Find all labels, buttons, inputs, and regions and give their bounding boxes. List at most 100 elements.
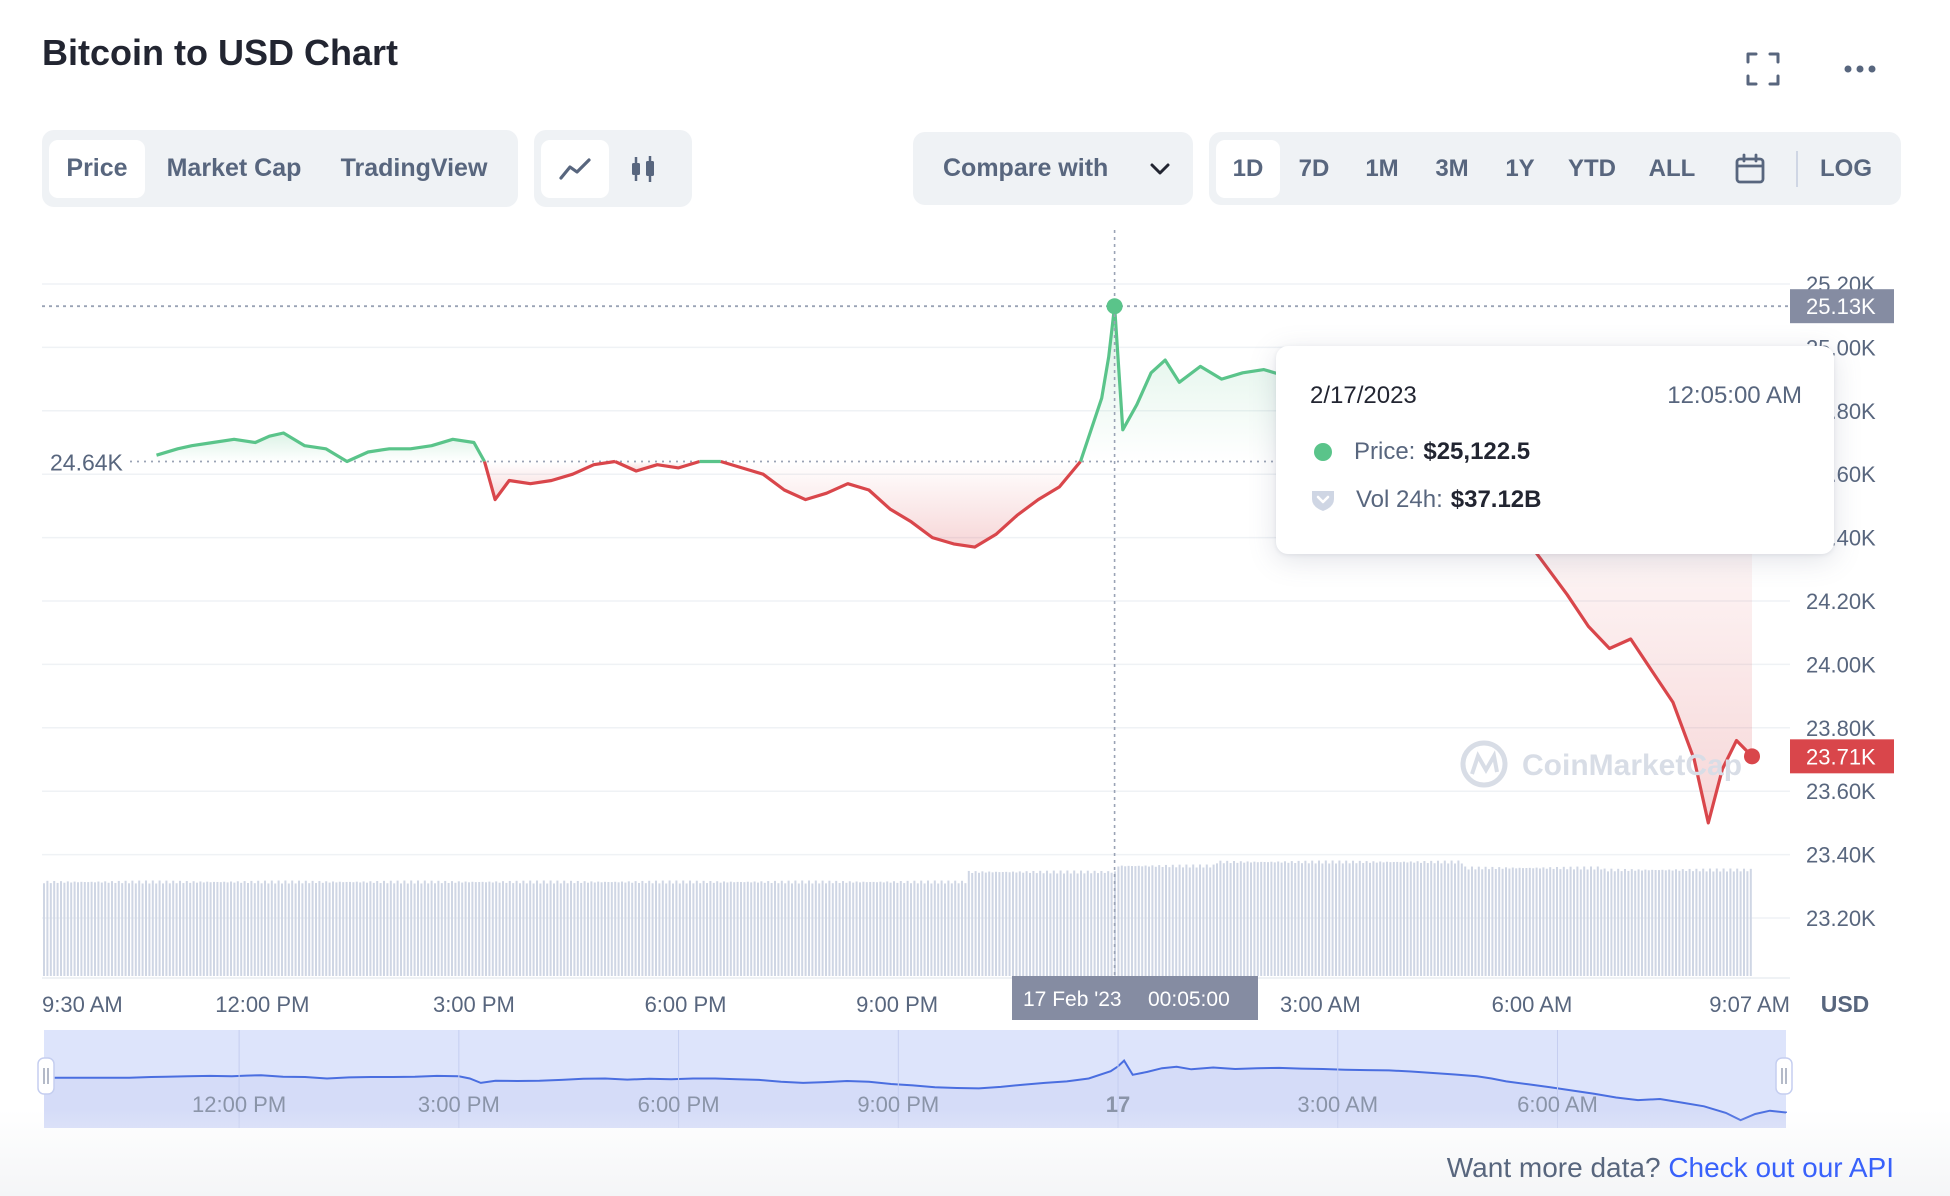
expand-icon[interactable] [1746,52,1780,86]
volume-bar [896,882,899,976]
volume-bar [729,881,732,976]
volume-bar [141,883,144,976]
volume-bar [1253,861,1256,976]
volume-bar [546,883,549,976]
hover-point [1106,298,1123,315]
volume-bar [1637,869,1640,976]
volume-bar [1127,865,1130,976]
high-price-badge [1790,289,1894,324]
volume-bar [848,881,851,976]
volume-bar [726,882,729,976]
line-chart-button[interactable] [541,139,609,198]
volume-bar [886,881,889,976]
tab-tradingview[interactable]: TradingView [340,154,488,182]
volume-bar [682,880,685,976]
volume-bar [226,882,229,976]
compare-with-dropdown[interactable]: Compare with [913,132,1193,205]
volume-bar [481,881,484,976]
volume-bar [335,882,338,976]
volume-bar [573,883,576,976]
volume-bar [648,880,651,976]
range-all[interactable]: ALL [1648,154,1696,182]
volume-bar [614,881,617,976]
volume-bar [597,881,600,976]
volume-bar [529,880,532,976]
range-1m[interactable]: 1M [1365,154,1399,182]
tooltip-volume-label: Vol 24h: [1356,486,1443,513]
volume-bar [260,883,263,976]
more-dots-icon[interactable] [1840,54,1880,84]
calendar-button[interactable] [1712,140,1788,198]
x-tick-label: 12:00 PM [215,992,309,1017]
volume-bar [1110,872,1113,976]
volume-bar [423,880,426,976]
volume-bar [865,882,868,976]
volume-bar [236,881,239,976]
volume-bar [933,880,936,976]
navigator-right-handle[interactable] [1775,1057,1793,1095]
navigator-left-handle[interactable] [37,1057,55,1095]
range-3m[interactable]: 3M [1435,154,1469,182]
range-7d[interactable]: 7D [1298,154,1330,182]
handle-body [37,1057,55,1095]
volume-bar [1226,860,1229,976]
volume-bar [90,881,93,976]
volume-bar [1222,863,1225,976]
volume-bar [474,882,477,976]
volume-bar [77,882,79,976]
volume-bar [1382,862,1385,976]
volume-bar [1205,864,1208,976]
volume-bar [1647,870,1650,976]
log-toggle[interactable]: LOG [1820,154,1872,182]
navigator-line [44,1059,1787,1122]
tab-market-cap[interactable]: Market Cap [166,154,302,182]
volume-bar [678,883,681,976]
volume-bar [366,882,368,976]
volume-bar [695,880,698,976]
api-link[interactable]: Check out our API [1668,1152,1894,1183]
volume-bar [998,872,1001,976]
volume-bar [1613,871,1616,976]
candlestick-button[interactable] [609,140,677,198]
volume-bar [1025,871,1028,976]
volume-bar [536,880,538,976]
volume-bar [845,882,848,976]
volume-bar [485,882,487,976]
api-promo-text: Want more data? [1446,1152,1661,1183]
tooltip-price-label: Price: [1354,438,1416,465]
volume-bar [553,883,555,976]
volume-bar [1267,862,1269,976]
volume-bar [73,881,76,976]
volume-bar [165,880,168,976]
volume-bar [124,880,127,976]
volume-bar [359,882,362,976]
x-tick-label: 6:00 PM [645,992,727,1017]
volume-bar [1355,863,1358,976]
volume-bar [651,883,654,976]
volume-bar [644,883,647,976]
volume-bar [488,881,491,976]
volume-bar [253,883,256,976]
volume-bar [1736,868,1739,976]
tab-price[interactable]: Price [49,139,145,198]
volume-bar [311,880,314,976]
volume-bar [804,883,807,976]
volume-bar [903,883,906,976]
volume-bar [957,883,960,976]
volume-bar [1103,872,1106,976]
volume-bar [791,883,793,976]
volume-bar [910,883,912,976]
volume-bar [1290,861,1293,976]
volume-bar [298,880,300,976]
volume-bar [1192,864,1195,976]
volume-bar [1335,863,1337,976]
volume-bar [427,883,430,976]
chart-tooltip: 2/17/2023 12:05:00 AM Price: $25,122.5 V… [1276,346,1834,554]
range-1y[interactable]: 1Y [1505,154,1535,182]
range-ytd[interactable]: YTD [1568,154,1616,182]
volume-bar [1685,870,1688,976]
volume-bar [1328,863,1331,976]
range-1d[interactable]: 1D [1216,139,1280,198]
volume-bar [1481,869,1484,976]
